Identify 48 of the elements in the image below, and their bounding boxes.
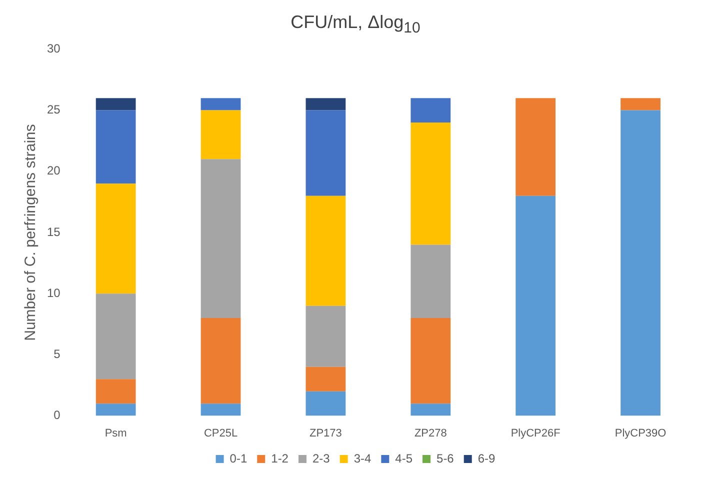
x-tick-label: CP25L — [204, 427, 238, 440]
x-tick-label: ZP278 — [414, 427, 447, 440]
x-tick-label: PlyCP26F — [510, 427, 561, 440]
bar — [306, 305, 346, 367]
bar — [306, 195, 346, 306]
legend-label: 3-4 — [354, 450, 372, 465]
y-tick-label: 5 — [54, 346, 61, 361]
y-tick-label: 0 — [54, 408, 61, 422]
legend-label: 4-5 — [395, 450, 413, 465]
bar — [410, 98, 451, 122]
bar — [200, 110, 241, 159]
y-tick-label: 25 — [46, 102, 61, 116]
y-axis-title: Number of C. perfringens strains — [22, 124, 40, 340]
y-tick-label: 20 — [46, 163, 61, 178]
bar — [96, 293, 136, 379]
bar — [200, 403, 241, 416]
x-tick-label: PlyCP39O — [614, 427, 667, 440]
bar — [410, 318, 451, 404]
bar — [410, 122, 451, 244]
x-tick-label: ZP173 — [309, 427, 342, 440]
bar — [96, 98, 136, 110]
bar — [96, 403, 136, 416]
bar — [96, 378, 136, 404]
bar — [516, 195, 556, 416]
bar — [306, 366, 346, 391]
x-tick-label: Psm — [104, 427, 127, 440]
bar — [620, 98, 660, 110]
chart-title: CFU/mL, Δlog$_{10}$ — [290, 11, 422, 39]
y-tick-label: 10 — [46, 286, 61, 300]
legend-label: 5-6 — [436, 450, 454, 465]
y-tick-label: 30 — [46, 41, 61, 56]
bar — [620, 110, 660, 416]
bar — [306, 390, 346, 416]
bar — [516, 98, 556, 196]
bar — [96, 183, 136, 294]
legend-label: 1-2 — [271, 450, 289, 465]
y-tick-label: 15 — [46, 224, 61, 238]
bar — [410, 403, 451, 416]
bar — [306, 110, 346, 196]
bar — [96, 110, 136, 184]
legend-label: 2-3 — [312, 450, 330, 465]
bar — [410, 244, 451, 318]
bar — [200, 98, 241, 110]
bar — [200, 318, 241, 404]
legend-label: 6-9 — [478, 450, 496, 465]
bar — [200, 158, 241, 318]
legend-label: 0-1 — [230, 450, 248, 465]
bar — [306, 98, 346, 110]
